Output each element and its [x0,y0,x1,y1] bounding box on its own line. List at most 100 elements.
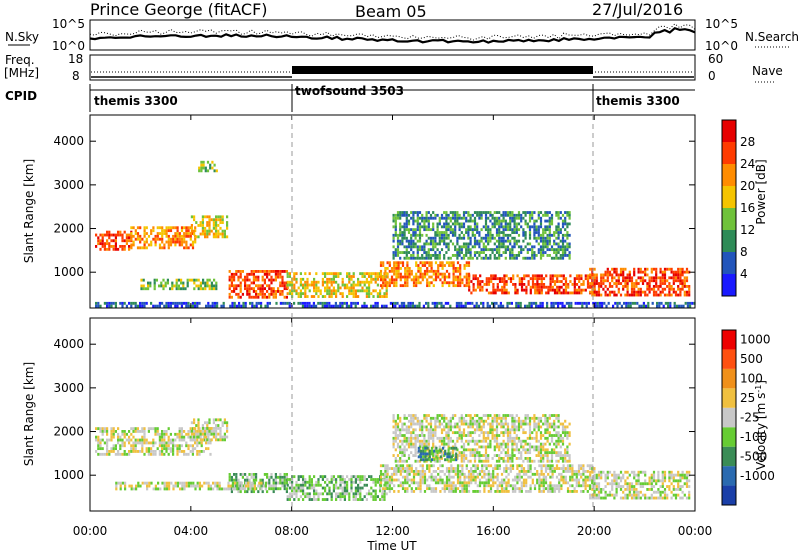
echo-cell [187,444,189,447]
echo-cell [411,273,413,276]
echo-cell [231,302,233,305]
echo-cell [494,464,496,467]
echo-cell [211,433,213,436]
echo-cell [194,241,196,244]
echo-cell [202,218,204,221]
echo-cell [472,220,474,223]
echo-cell [409,484,411,487]
echo-cell [350,292,352,295]
echo-cell [130,427,132,430]
echo-cell [522,211,524,214]
echo-cell [631,276,633,279]
echo-cell [558,484,560,487]
echo-cell [213,227,215,230]
echo-cell [207,302,209,305]
echo-cell [402,264,404,267]
echo-cell [433,476,435,479]
echo-cell [473,305,475,308]
echo-cell [211,438,213,441]
echo-cell [578,484,580,487]
echo-cell [642,471,644,474]
echo-cell [177,232,179,235]
echo-cell [550,305,552,308]
echo-cell [505,257,507,260]
echo-cell [688,291,690,294]
echo-cell [322,492,324,495]
echo-cell [191,215,193,218]
echo-cell [406,237,408,240]
echo-cell [410,443,412,446]
echo-cell [135,450,137,453]
echo-cell [387,484,389,487]
echo-cell [188,229,190,232]
echo-cell [529,237,531,240]
echo-cell [468,484,470,487]
echo-cell [646,285,648,288]
echo-cell [511,257,513,260]
echo-cell [406,228,408,231]
echo-cell [420,490,422,493]
echo-cell [468,281,470,284]
echo-cell [212,302,214,305]
echo-cell [315,305,317,308]
echo-cell [286,473,288,476]
echo-cell [295,292,297,295]
echo-cell [391,487,393,490]
echo-cell [97,242,99,245]
echo-cell [415,423,417,426]
echo-cell [450,220,452,223]
echo-cell [419,240,421,243]
echo-cell [481,280,483,283]
echo-cell [511,231,513,234]
echo-cell [476,443,478,446]
echo-cell [459,251,461,254]
echo-cell [398,261,400,264]
echo-cell [496,234,498,237]
echo-cell [203,450,205,453]
echo-cell [505,464,507,467]
echo-cell [496,211,498,214]
echo-cell [179,244,181,247]
echo-cell [684,285,686,288]
echo-cell [545,292,547,295]
echo-cell [675,479,677,482]
echo-cell [534,289,536,292]
echo-cell [557,305,559,308]
echo-cell [222,438,224,441]
echo-cell [428,431,430,434]
echo-cell [207,169,209,172]
echo-cell [409,273,411,276]
echo-cell [633,271,635,274]
echo-cell [258,302,260,305]
echo-cell [582,479,584,482]
echo-cell [410,234,412,237]
echo-cell [543,464,545,467]
echo-cell [552,490,554,493]
echo-cell [525,470,527,473]
echo-cell [97,442,99,445]
echo-cell [377,305,379,308]
echo-cell [437,248,439,251]
echo-cell [616,485,618,488]
echo-cell [578,473,580,476]
echo-cell [448,426,450,429]
echo-cell [576,274,578,277]
echo-cell [642,494,644,497]
echo-cell [452,214,454,217]
echo-cell [636,302,638,305]
echo-cell [428,284,430,287]
echo-cell [488,476,490,479]
echo-cell [246,293,248,296]
echo-cell [565,481,567,484]
echo-cell [547,234,549,237]
echo-cell [348,287,350,290]
echo-cell [180,279,182,282]
echo-cell [605,279,607,282]
noise-left-tick-top: 10^5 [52,17,85,31]
echo-cell [412,414,414,417]
echo-cell [489,228,491,231]
echo-cell [483,245,485,248]
echo-cell [629,474,631,477]
echo-cell [328,492,330,495]
echo-cell [140,285,142,288]
